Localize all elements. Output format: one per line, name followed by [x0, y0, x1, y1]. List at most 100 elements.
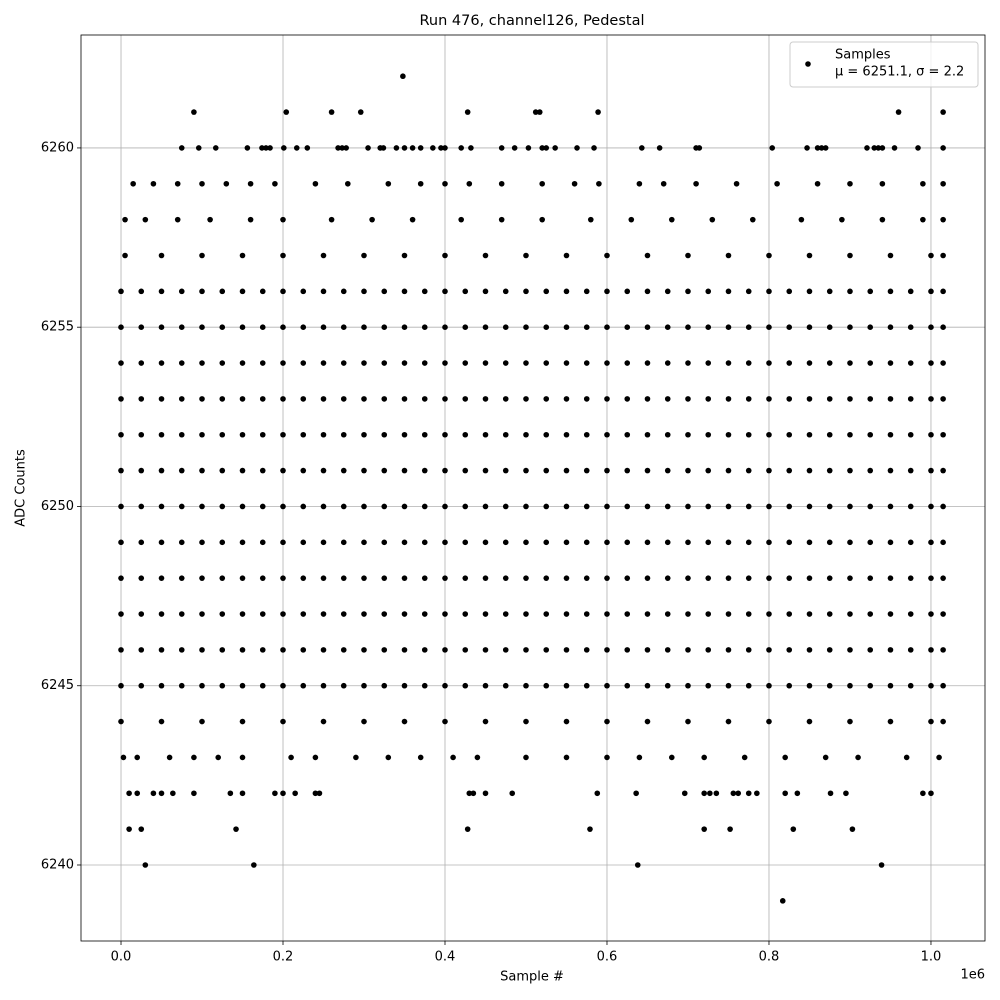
data-point [166, 754, 173, 761]
data-point [442, 503, 448, 510]
data-point [138, 647, 145, 653]
data-point [118, 611, 124, 617]
data-point [583, 288, 590, 295]
data-point [462, 647, 469, 653]
data-point [725, 288, 732, 295]
data-point [907, 575, 914, 581]
data-point [523, 431, 529, 438]
data-point [470, 790, 477, 797]
data-point [320, 288, 327, 295]
data-point [199, 431, 205, 438]
data-point [745, 467, 752, 474]
data-point [664, 611, 671, 617]
data-point [928, 790, 934, 797]
data-point [664, 539, 671, 546]
data-point [138, 431, 145, 438]
data-point [361, 252, 367, 259]
data-point [158, 682, 165, 689]
data-point [280, 288, 286, 295]
data-point [442, 324, 448, 331]
data-point [826, 682, 833, 689]
data-point [907, 503, 914, 510]
data-point [199, 503, 205, 510]
data-point [150, 790, 157, 797]
data-point [940, 216, 946, 223]
data-point [867, 575, 874, 581]
data-point [126, 826, 132, 832]
data-point [940, 682, 946, 689]
data-point [502, 682, 509, 689]
data-point [907, 647, 914, 653]
data-point [727, 826, 733, 832]
data-point [466, 180, 473, 187]
data-point [320, 575, 327, 581]
data-point [502, 647, 509, 653]
data-point [511, 145, 518, 151]
data-point [340, 360, 347, 366]
data-point [595, 109, 601, 115]
data-point [259, 288, 266, 295]
data-point [239, 503, 246, 510]
data-point [639, 145, 645, 151]
data-point [312, 754, 319, 761]
y-tick-label: 6245 [41, 678, 74, 693]
data-point [227, 790, 234, 797]
data-point [340, 647, 347, 653]
data-point [380, 145, 387, 151]
data-point [138, 288, 145, 295]
data-point [685, 431, 691, 438]
data-point [928, 647, 934, 653]
data-point [847, 431, 853, 438]
data-point [300, 431, 307, 438]
data-point [393, 145, 400, 151]
data-point [442, 682, 448, 689]
data-point [381, 288, 388, 295]
data-point [340, 288, 347, 295]
data-point [138, 539, 145, 546]
data-point [774, 180, 780, 187]
data-point [158, 396, 165, 402]
data-point [656, 145, 663, 151]
data-point [178, 647, 185, 653]
data-point [563, 611, 570, 617]
data-point [745, 539, 752, 546]
data-point [259, 431, 266, 438]
data-point [442, 252, 448, 259]
data-point [847, 396, 853, 402]
data-point [381, 431, 388, 438]
data-point [685, 467, 691, 474]
data-point [604, 324, 610, 331]
data-point [502, 503, 509, 510]
data-point [847, 324, 853, 331]
data-point [766, 324, 772, 331]
data-point [417, 180, 424, 187]
y-axis-label: ADC Counts [14, 449, 29, 527]
data-point [644, 324, 651, 331]
data-point [928, 611, 934, 617]
x-tick-label: 0.0 [111, 950, 132, 965]
data-point [219, 503, 226, 510]
data-point [907, 611, 914, 617]
data-point [766, 611, 772, 617]
data-point [158, 647, 165, 653]
data-point [272, 790, 278, 797]
data-point [745, 575, 752, 581]
data-point [786, 682, 793, 689]
y-tick-label: 6250 [41, 499, 74, 514]
data-point [385, 180, 392, 187]
data-point [587, 826, 593, 832]
data-point [442, 145, 448, 151]
data-point [826, 575, 833, 581]
data-point [806, 360, 813, 366]
data-point [158, 611, 165, 617]
data-point [361, 396, 367, 402]
data-point [624, 539, 631, 546]
data-point [462, 611, 469, 617]
data-point [847, 288, 853, 295]
data-point [624, 360, 631, 366]
data-point [644, 431, 651, 438]
data-point [826, 288, 833, 295]
data-point [735, 790, 742, 797]
data-point [523, 754, 529, 761]
data-point [304, 145, 311, 151]
